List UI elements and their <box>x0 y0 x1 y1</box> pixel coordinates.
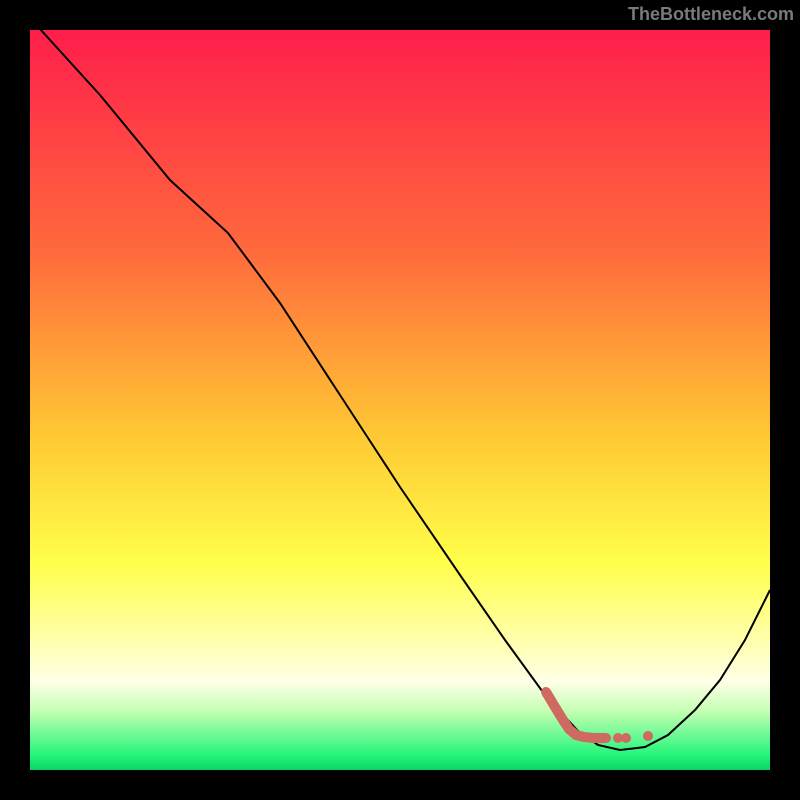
dotted-highlight-dots <box>613 731 653 743</box>
highlight-dot <box>621 733 631 743</box>
dotted-highlight-segment <box>546 692 606 738</box>
curve-svg <box>30 30 770 770</box>
highlight-dot <box>643 731 653 741</box>
main-curve <box>30 30 770 750</box>
plot-area <box>30 30 770 770</box>
watermark-text: TheBottleneck.com <box>628 4 794 25</box>
